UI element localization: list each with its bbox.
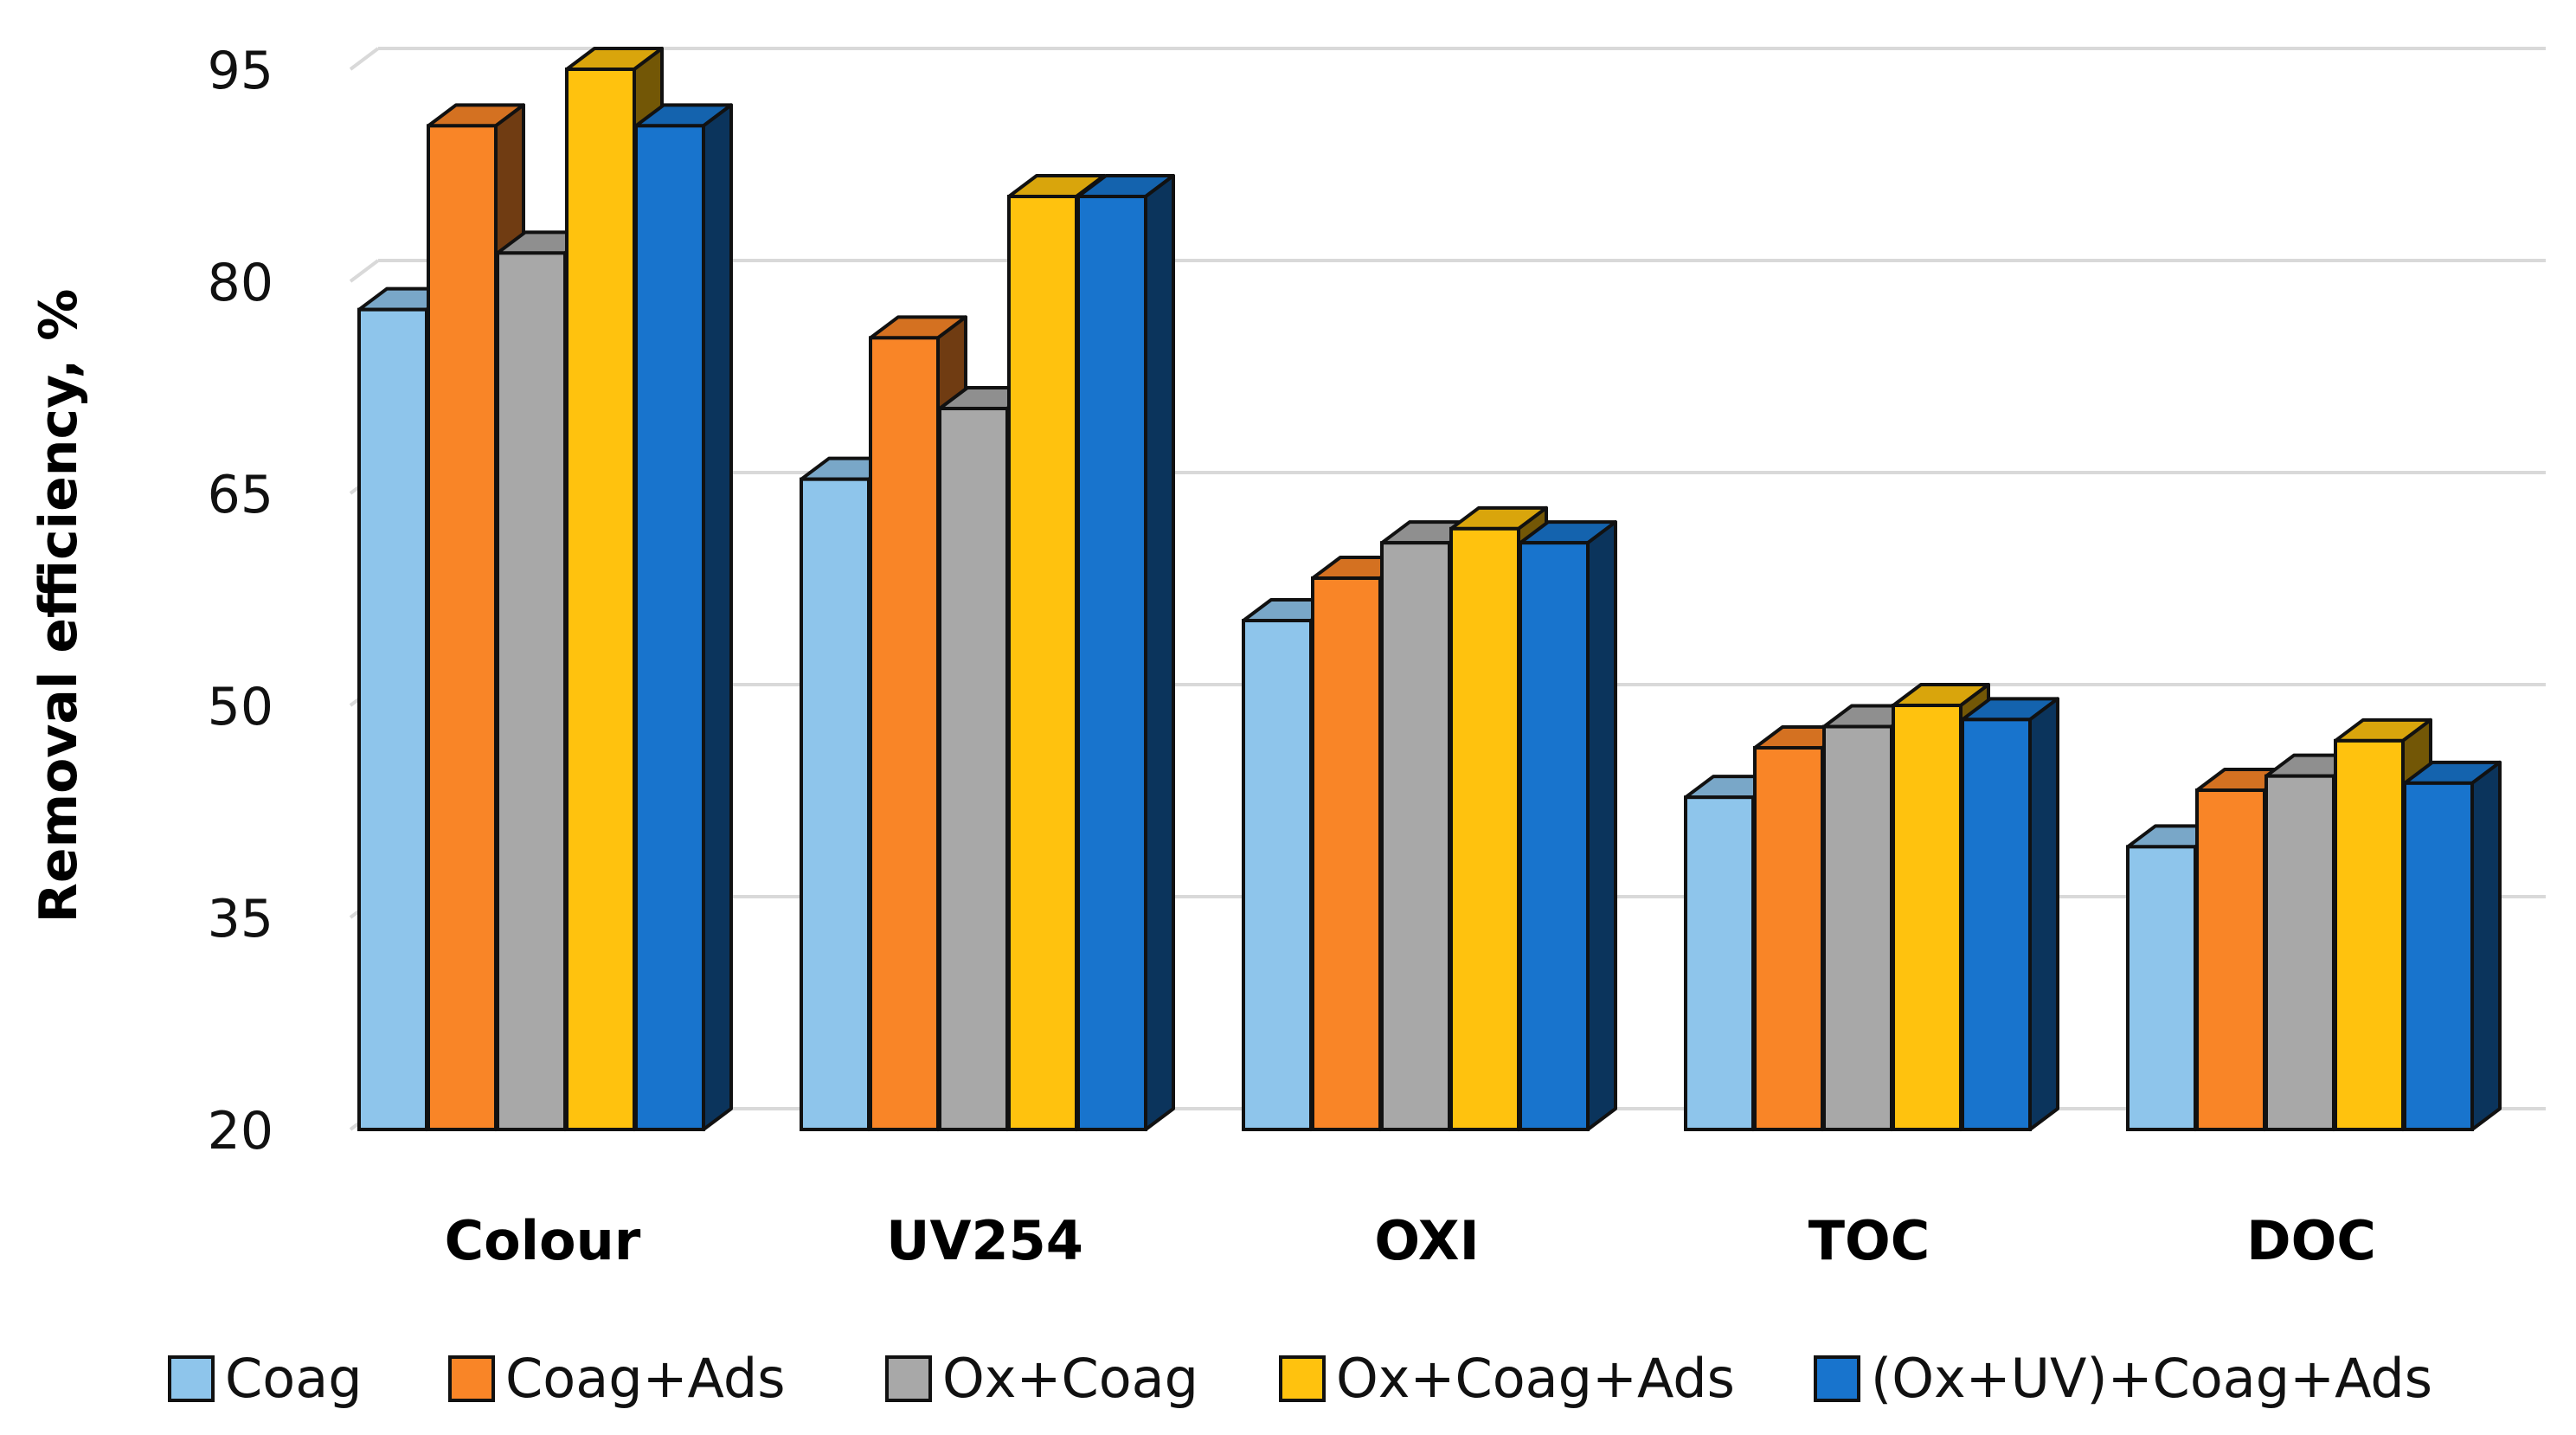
gridline-diag-95	[349, 47, 380, 71]
category-label-colour: Colour	[445, 1209, 641, 1272]
legend-item-ox-coag: Ox+Coag	[885, 1347, 1198, 1410]
legend-item-coag-ads: Coag+Ads	[448, 1347, 786, 1410]
bar-front-face	[938, 407, 1009, 1131]
bar-front-face	[800, 477, 870, 1131]
legend-swatch	[1814, 1355, 1860, 1402]
bar-front-face	[427, 124, 498, 1131]
bar-side-face	[2028, 697, 2059, 1131]
legend-swatch	[168, 1355, 215, 1402]
bar-side-face	[2470, 760, 2502, 1131]
bar-group-doc	[2126, 718, 2502, 1132]
bar-front-face	[1449, 526, 1520, 1131]
bar-group-colour	[357, 47, 733, 1132]
y-tick-label-65: 65	[208, 465, 273, 525]
bar-doc-ox-uv-coag-ads	[2403, 760, 2502, 1131]
legend-label: Ox+Coag	[942, 1347, 1198, 1410]
bar-group-uv254	[800, 174, 1175, 1132]
bar-side-face	[1144, 174, 1175, 1131]
bar-front-face	[1519, 541, 1590, 1131]
bar-front-face	[2334, 738, 2405, 1131]
x-axis-category-labels: Colour UV254 OXI TOC DOC	[445, 1209, 2376, 1272]
bar-front-face	[357, 307, 428, 1131]
legend-label: (Ox+UV)+Coag+Ads	[1871, 1347, 2432, 1410]
y-tick-label-80: 80	[208, 253, 273, 313]
legend: Coag Coag+Ads Ox+Coag Ox+Coag+Ads (Ox+UV)+Co…	[168, 1347, 2432, 1410]
bar-front-face	[1380, 541, 1451, 1131]
gridline-diag-80	[349, 259, 380, 283]
bar-side-face	[702, 103, 733, 1131]
bar-uv254-ox-uv-coag-ads	[1076, 174, 1175, 1131]
category-label-uv254: UV254	[886, 1209, 1083, 1272]
bar-front-face	[1684, 795, 1755, 1132]
bars	[357, 47, 2502, 1132]
legend-item-ox-coag-ads: Ox+Coag+Ads	[1279, 1347, 1735, 1410]
bar-front-face	[2264, 774, 2335, 1132]
bar-oxi-ox-uv-coag-ads	[1519, 520, 1617, 1131]
bar-front-face	[1892, 704, 1963, 1131]
bar-front-face	[2403, 781, 2474, 1131]
category-label-oxi: OXI	[1374, 1209, 1479, 1272]
category-label-toc: TOC	[1808, 1209, 1930, 1272]
legend-label: Coag	[225, 1347, 363, 1410]
bar-front-face	[1242, 619, 1313, 1131]
bar-front-face	[1822, 724, 1893, 1131]
y-axis-title: Removal efficiency, %	[29, 289, 89, 923]
bar-front-face	[565, 68, 636, 1131]
y-tick-label-95: 95	[208, 41, 273, 101]
legend-swatch	[448, 1355, 495, 1402]
y-tick-label-50: 50	[208, 677, 273, 737]
y-axis-tick-labels: 20 35 50 65 80 95	[208, 41, 273, 1162]
y-tick-label-35: 35	[208, 889, 273, 949]
legend-label: Ox+Coag+Ads	[1336, 1347, 1735, 1410]
bar-front-face	[869, 336, 940, 1132]
bar-front-face	[2126, 845, 2197, 1131]
bar-front-face	[496, 251, 567, 1132]
bar-front-face	[1311, 576, 1382, 1131]
bar-front-face	[1007, 195, 1078, 1131]
bar-front-face	[1753, 746, 1824, 1131]
bar-toc-ox-uv-coag-ads	[1961, 697, 2059, 1131]
y-tick-label-20: 20	[208, 1101, 273, 1162]
legend-item-coag: Coag	[168, 1347, 363, 1410]
bar-group-oxi	[1242, 505, 1617, 1131]
bar-side-face	[1586, 520, 1617, 1131]
bar-colour-ox-uv-coag-ads	[634, 103, 733, 1131]
bar-front-face	[634, 124, 705, 1131]
legend-item-ox-uv-coag-ads: (Ox+UV)+Coag+Ads	[1814, 1347, 2432, 1410]
legend-label: Coag+Ads	[505, 1347, 786, 1410]
category-label-doc: DOC	[2246, 1209, 2376, 1272]
bar-front-face	[2195, 788, 2266, 1131]
bar-group-toc	[1684, 683, 2059, 1132]
bar-front-face	[1076, 195, 1147, 1131]
legend-swatch	[885, 1355, 932, 1402]
bar-front-face	[1961, 718, 2032, 1131]
legend-swatch	[1279, 1355, 1326, 1402]
